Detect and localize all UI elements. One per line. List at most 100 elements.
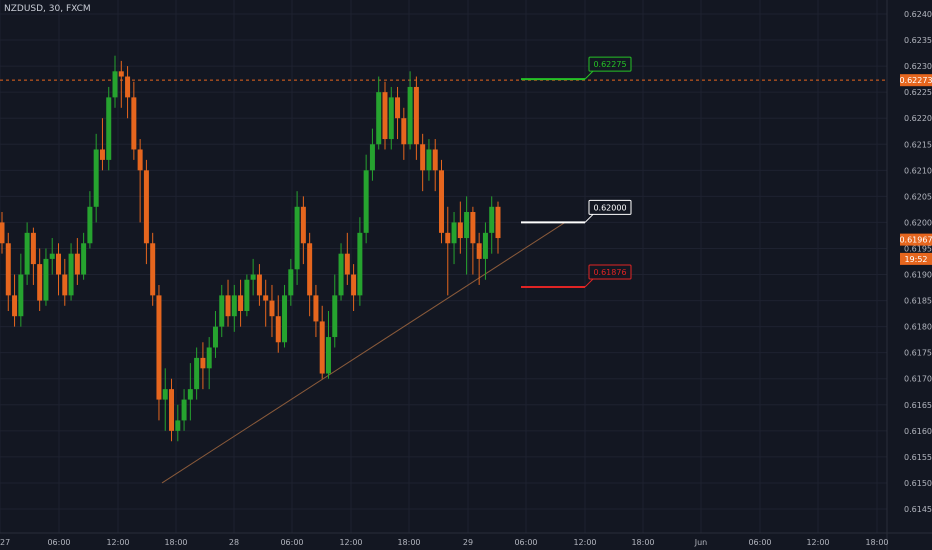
x-tick-label: 06:00 xyxy=(280,538,303,547)
candle-down xyxy=(169,389,175,431)
candle-down xyxy=(432,149,438,171)
candle-down xyxy=(476,243,482,259)
candle-down xyxy=(62,274,68,296)
y-tick-label: 0.62000 xyxy=(904,218,932,227)
countdown-badge: 19:52 xyxy=(904,255,927,264)
candle-down xyxy=(5,243,11,296)
candle-up xyxy=(489,206,495,233)
y-tick-label: 0.61450 xyxy=(904,505,932,514)
candle-up xyxy=(181,399,187,421)
candle-up xyxy=(244,279,250,311)
candle-down xyxy=(313,295,319,322)
trendline-layer xyxy=(161,222,566,484)
x-tick-label: 18:00 xyxy=(397,538,420,547)
candle-down xyxy=(319,321,325,374)
candle-down xyxy=(438,170,444,233)
candle-down xyxy=(382,92,388,140)
candle-up xyxy=(451,222,457,244)
candle-down xyxy=(445,232,451,244)
x-tick-label: 12:00 xyxy=(806,538,829,547)
x-tick-label: 28 xyxy=(229,538,239,547)
candle-down xyxy=(470,212,476,244)
candle-up xyxy=(363,170,369,233)
candles-layer xyxy=(0,55,501,442)
candle-up xyxy=(282,295,288,343)
candle-down xyxy=(200,357,206,369)
candle-down xyxy=(344,253,350,275)
candle-up xyxy=(24,232,30,275)
candle-up xyxy=(87,206,93,244)
candle-up xyxy=(250,274,256,280)
candle-up xyxy=(332,295,338,338)
entry-label: 0.62000 xyxy=(593,203,626,212)
candle-up xyxy=(231,295,237,317)
candle-up xyxy=(81,243,87,275)
candle-down xyxy=(275,316,281,343)
stop-loss-pointer xyxy=(584,278,594,288)
candle-up xyxy=(338,253,344,296)
last-price-badge-bg xyxy=(900,233,932,246)
candle-down xyxy=(401,118,407,145)
candle-down xyxy=(0,222,5,244)
current-price-badge: 0.62273 xyxy=(899,76,932,85)
candle-down xyxy=(351,274,357,296)
candle-up xyxy=(162,389,168,400)
last-price-badge: 0.61967 xyxy=(899,236,932,245)
candle-down xyxy=(420,144,426,171)
candle-up xyxy=(175,420,181,431)
x-tick-label: 12:00 xyxy=(573,538,596,547)
candle-up xyxy=(68,253,74,296)
candle-up xyxy=(206,347,212,369)
candle-up xyxy=(49,253,55,259)
x-tick-label: 06:00 xyxy=(514,538,537,547)
candle-down xyxy=(118,71,124,77)
candle-up xyxy=(43,258,49,301)
candle-down xyxy=(457,222,463,239)
candle-down xyxy=(12,295,18,317)
candle-up xyxy=(482,232,488,259)
candle-up xyxy=(407,86,413,145)
take-profit-box xyxy=(588,56,632,72)
x-tick-label: 12:00 xyxy=(339,538,362,547)
x-tick-label: 18:00 xyxy=(631,538,654,547)
candle-up xyxy=(288,269,294,296)
price-badges: 0.62273 0.61967 19:52 xyxy=(899,74,932,265)
candle-up xyxy=(18,274,24,317)
candle-up xyxy=(194,357,200,390)
candle-up xyxy=(325,337,331,374)
x-tick-label: 18:00 xyxy=(164,538,187,547)
candle-up xyxy=(93,149,99,207)
take-profit-label: 0.62275 xyxy=(593,60,626,69)
candle-up xyxy=(464,212,470,239)
symbol-title[interactable]: NZDUSD, 30, FXCM xyxy=(4,4,91,14)
candle-up xyxy=(106,97,112,160)
candle-up xyxy=(357,232,363,296)
candle-down xyxy=(156,295,162,400)
stop-loss-label: 0.61876 xyxy=(593,268,626,277)
level-markers: 0.62275 0.62000 0.61876 xyxy=(521,56,632,289)
candle-down xyxy=(413,86,419,145)
candle-up xyxy=(369,144,375,171)
time-axis[interactable]: 27 06:00 12:00 18:00 28 06:00 12:00 18:00 29 06:0… xyxy=(0,538,889,547)
candle-up xyxy=(426,149,432,171)
candle-down xyxy=(238,295,244,311)
candle-up xyxy=(212,326,218,348)
candle-down xyxy=(307,243,313,296)
candle-down xyxy=(37,264,43,301)
take-profit-pointer xyxy=(584,70,594,80)
